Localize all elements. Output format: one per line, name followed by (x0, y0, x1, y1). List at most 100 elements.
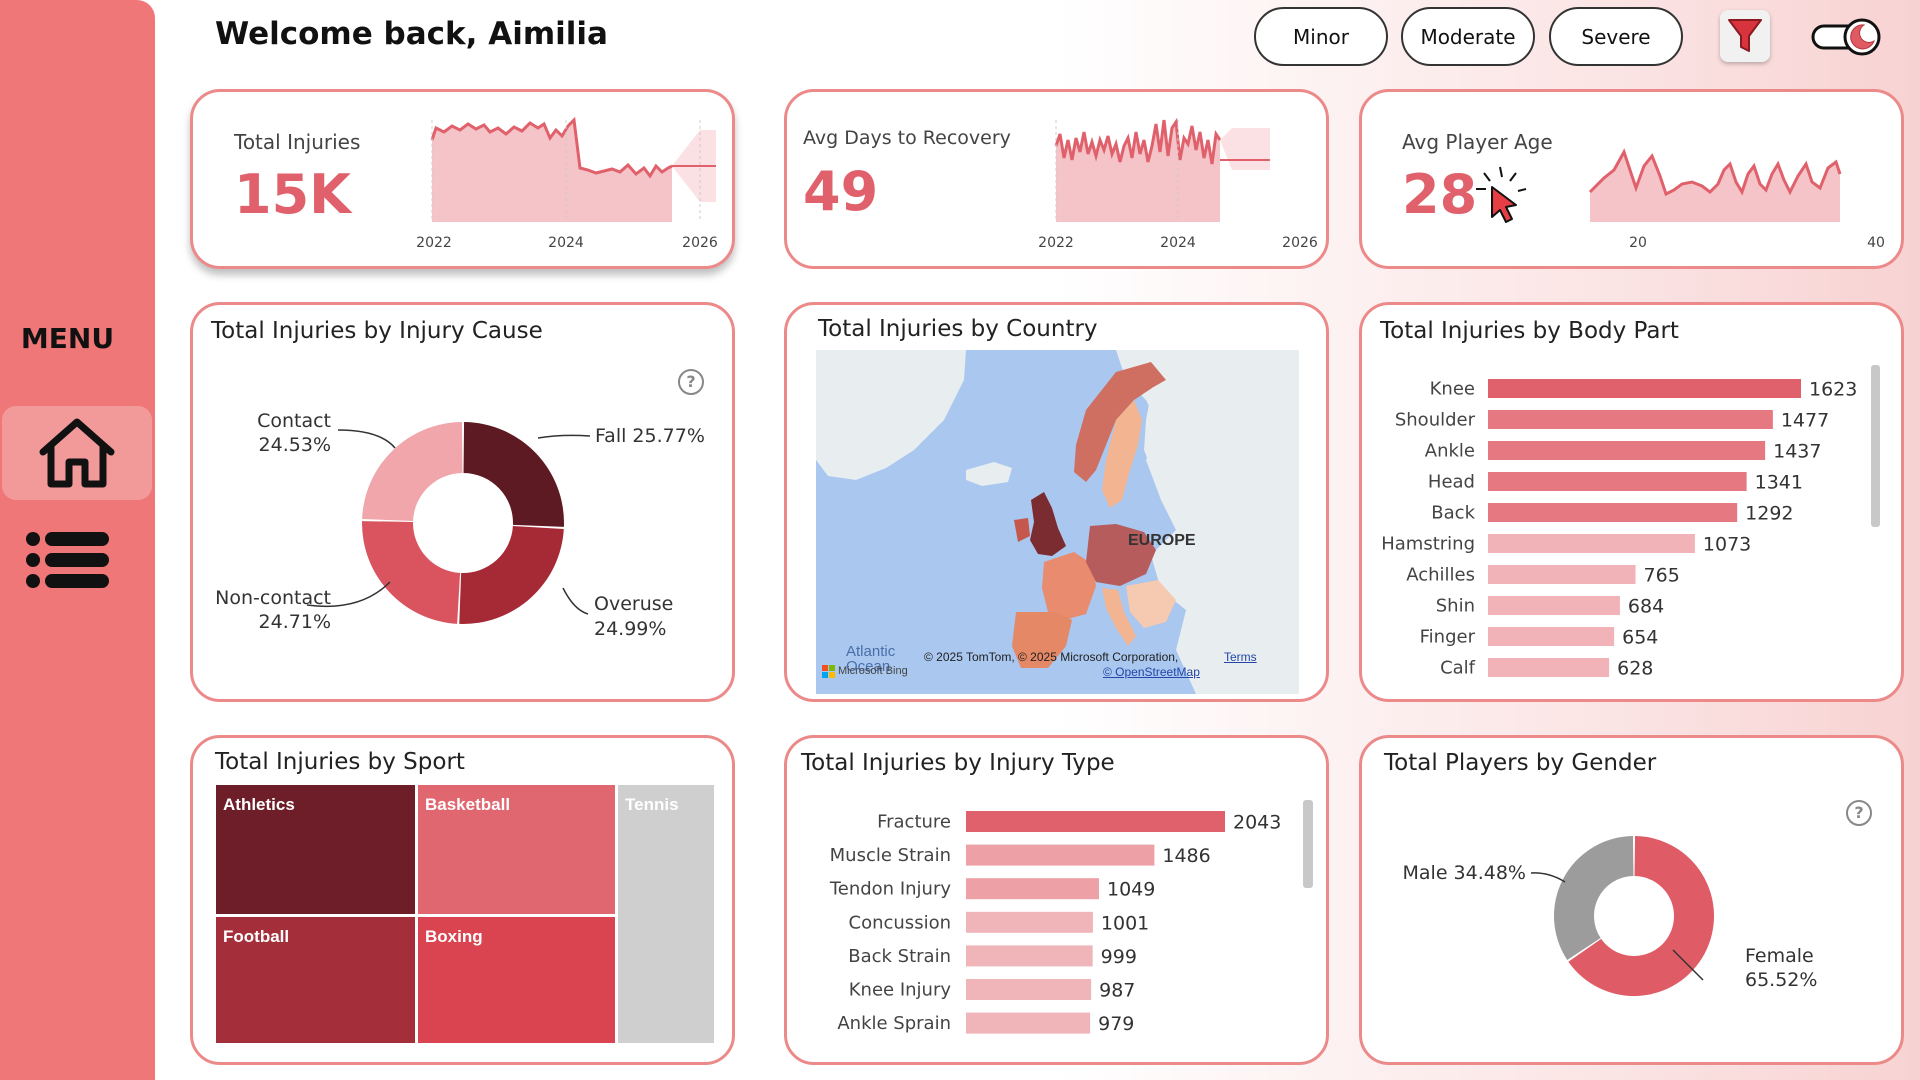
bar-shin[interactable] (1488, 596, 1620, 615)
bar-value: 765 (1644, 565, 1680, 587)
map-terms-link[interactable]: Terms (1224, 650, 1257, 664)
treemap-basketball[interactable]: Basketball (418, 785, 615, 914)
injury-type-title: Total Injuries by Injury Type (801, 750, 1115, 776)
bar-value: 628 (1617, 658, 1653, 680)
donut-slice-male[interactable] (1554, 836, 1634, 961)
bar-label: Ankle Sprain (837, 1013, 951, 1034)
overuse-label: Overuse (594, 593, 673, 615)
nav-home-button[interactable] (2, 406, 152, 500)
bar-value: 684 (1628, 596, 1664, 618)
bar-label: Achilles (1406, 565, 1475, 586)
help-icon[interactable]: ? (1846, 800, 1872, 826)
bar-back-strain[interactable] (966, 945, 1093, 967)
microsoft-logo-icon (822, 665, 835, 678)
donut-slice-overuse[interactable] (459, 525, 564, 624)
click-cursor-icon (1476, 166, 1527, 223)
bar-head[interactable] (1488, 472, 1747, 491)
treemap-athletics[interactable]: Athletics (216, 785, 415, 914)
treemap-tennis[interactable]: Tennis (618, 785, 714, 1043)
kpi-total-injuries-label: Total Injuries (234, 130, 361, 154)
severe-button[interactable]: Severe (1549, 7, 1683, 66)
tick-20: 20 (1629, 235, 1647, 251)
female-pct: 65.52% (1745, 969, 1817, 991)
injury-cause-card[interactable] (190, 302, 735, 702)
injury-type-bar-chart: Fracture 2043 Muscle Strain 1486 Tendon Inju… (829, 811, 1281, 1035)
kpi-total-injuries-value: 15K (234, 163, 351, 226)
female-label: Female (1745, 945, 1814, 967)
bar-value: 1486 (1162, 845, 1210, 867)
donut-slice-female[interactable] (1568, 836, 1714, 996)
filter-icon (1728, 19, 1762, 52)
help-icon[interactable]: ? (678, 369, 704, 395)
treemap-boxing[interactable]: Boxing (418, 917, 615, 1043)
map-osm-link[interactable]: © OpenStreetMap (1103, 665, 1200, 679)
filter-button[interactable] (1720, 10, 1770, 62)
bar-ankle-sprain[interactable] (966, 1012, 1091, 1034)
minor-button[interactable]: Minor (1254, 7, 1388, 66)
donut-slice-fall[interactable] (463, 422, 564, 527)
dark-mode-toggle-icon (1811, 18, 1881, 56)
treemap-label: Football (223, 927, 290, 946)
injury-type-scrollbar[interactable] (1303, 800, 1313, 888)
tick-2024: 2024 (1160, 235, 1196, 251)
bar-label: Shin (1436, 596, 1475, 617)
bar-label: Ankle (1425, 441, 1475, 462)
map-label-europe: EUROPE (1128, 532, 1196, 549)
europe-map-graphic (816, 350, 1299, 694)
nav-list-button[interactable] (22, 528, 114, 592)
bar-label: Head (1428, 472, 1475, 493)
country-map[interactable]: EUROPE Atlantic Ocean Microsoft Bing © 2… (816, 350, 1299, 694)
bar-knee-injury[interactable] (966, 979, 1092, 1000)
overuse-pct: 24.99% (594, 618, 666, 640)
bar-hamstring[interactable] (1488, 534, 1695, 553)
tick-40: 40 (1867, 235, 1885, 251)
bar-value: 1477 (1781, 410, 1829, 432)
bar-tendon-injury[interactable] (966, 878, 1099, 900)
bar-value: 1073 (1703, 534, 1751, 556)
bar-label: Finger (1420, 627, 1476, 648)
treemap-label: Basketball (425, 795, 511, 814)
bar-fracture[interactable] (966, 811, 1225, 832)
moderate-button[interactable]: Moderate (1401, 7, 1535, 66)
bar-achilles[interactable] (1488, 565, 1636, 584)
tick-2022: 2022 (1038, 235, 1074, 251)
body-part-scrollbar[interactable] (1871, 365, 1880, 527)
map-label-ocean: Atlantic Ocean (846, 643, 896, 675)
country-title: Total Injuries by Country (818, 316, 1098, 342)
bar-finger[interactable] (1488, 627, 1615, 646)
injury-type-card[interactable] (784, 735, 1329, 1065)
kpi-avg-days-sparkline: 2022 2024 2026 (1038, 117, 1318, 251)
body-part-card[interactable] (1359, 302, 1904, 702)
bar-concussion[interactable] (966, 911, 1093, 933)
bar-label: Back (1431, 503, 1475, 524)
bar-muscle-strain[interactable] (966, 844, 1155, 866)
bar-label: Calf (1440, 658, 1476, 679)
home-icon (39, 418, 115, 488)
bar-label: Concussion (849, 912, 951, 933)
gender-card[interactable] (1359, 735, 1904, 1065)
bar-ankle[interactable] (1488, 441, 1766, 460)
bar-calf[interactable] (1488, 658, 1610, 677)
dark-mode-toggle[interactable] (1810, 17, 1884, 57)
treemap-label: Boxing (425, 927, 483, 946)
kpi-avg-days-value: 49 (803, 160, 879, 223)
kpi-avg-age-sparkline: 20 40 (1588, 148, 1885, 251)
tick-2022: 2022 (416, 235, 452, 251)
bar-back[interactable] (1488, 503, 1738, 522)
bar-knee[interactable] (1488, 379, 1801, 398)
bar-value: 979 (1098, 1013, 1134, 1035)
kpi-avg-age-label: Avg Player Age (1402, 130, 1553, 154)
tick-2026: 2026 (1282, 235, 1318, 251)
bar-label: Back Strain (848, 946, 951, 967)
treemap-football[interactable]: Football (216, 917, 415, 1043)
bar-label: Muscle Strain (830, 845, 951, 866)
contact-pct: 24.53% (259, 434, 331, 456)
donut-slice-non-contact[interactable] (362, 521, 461, 624)
non-contact-label: Non-contact (215, 587, 331, 609)
bar-value: 1001 (1101, 912, 1149, 934)
bar-shoulder[interactable] (1488, 410, 1773, 429)
map-credit-copyright: © 2025 TomTom, © 2025 Microsoft Corporat… (924, 650, 1179, 664)
donut-slice-contact[interactable] (362, 422, 463, 522)
bar-value: 1049 (1107, 879, 1155, 901)
bar-value: 1341 (1755, 472, 1803, 494)
